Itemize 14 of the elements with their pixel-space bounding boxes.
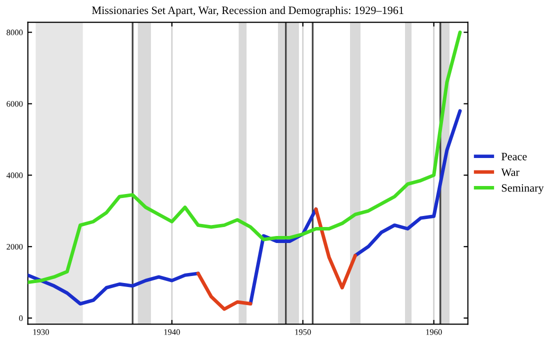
legend-label: War <box>501 168 520 176</box>
x-tick-label: 1960 <box>426 329 442 335</box>
y-tick-label: 2000 <box>6 244 23 250</box>
y-tick-label: 4000 <box>6 172 23 178</box>
chart-title: Missionaries Set Apart, War, Recession and Demographis: 1929–1961 <box>92 6 404 16</box>
y-tick-label: 8000 <box>6 30 23 36</box>
x-tick-label: 1950 <box>295 329 311 335</box>
x-tick-label: 1930 <box>33 329 49 335</box>
y-tick-label: 0 <box>19 315 23 322</box>
x-tick-label: 1940 <box>164 329 180 335</box>
legend-label: Seminary <box>502 184 544 194</box>
y-tick-label: 6000 <box>6 101 23 107</box>
legend-label: Peace <box>502 152 527 160</box>
line-series <box>28 30 462 284</box>
